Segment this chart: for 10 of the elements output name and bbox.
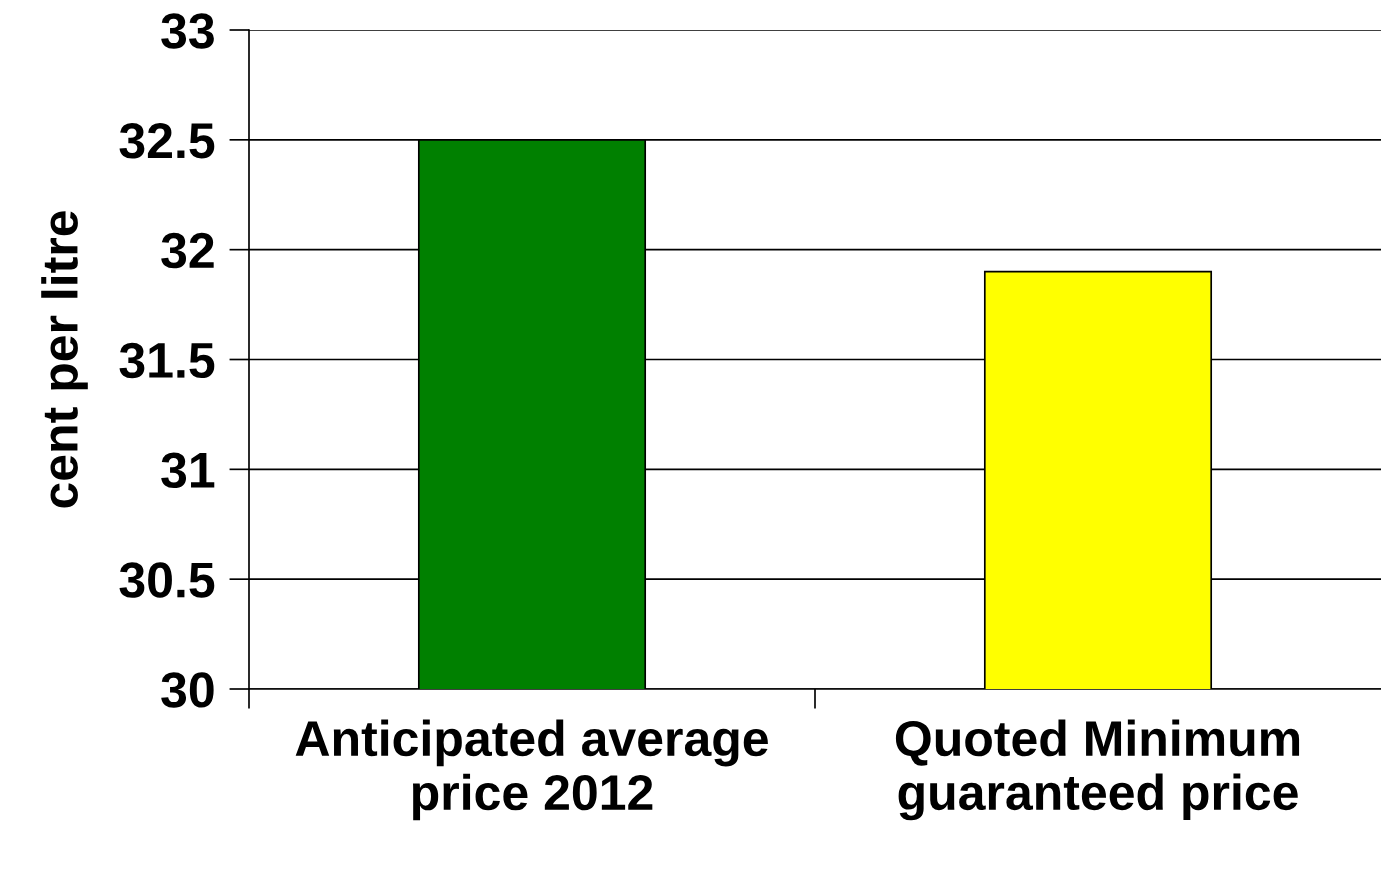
y-tick-label: 31: [161, 452, 215, 489]
y-tick-label: 30.5: [119, 562, 215, 598]
y-tick-label: 32.5: [119, 123, 215, 159]
x-tick-label: Anticipated average price 2012: [295, 719, 768, 821]
y-tick-label: 31.5: [119, 342, 215, 379]
y-tick-label: 32: [161, 232, 214, 269]
y-tick-label: 30: [161, 672, 214, 708]
y-axis-title: cent per litre: [41, 211, 88, 508]
y-tick-label: 33: [161, 13, 214, 49]
x-tick-label: Quoted Minimum guaranteed price: [895, 719, 1300, 821]
